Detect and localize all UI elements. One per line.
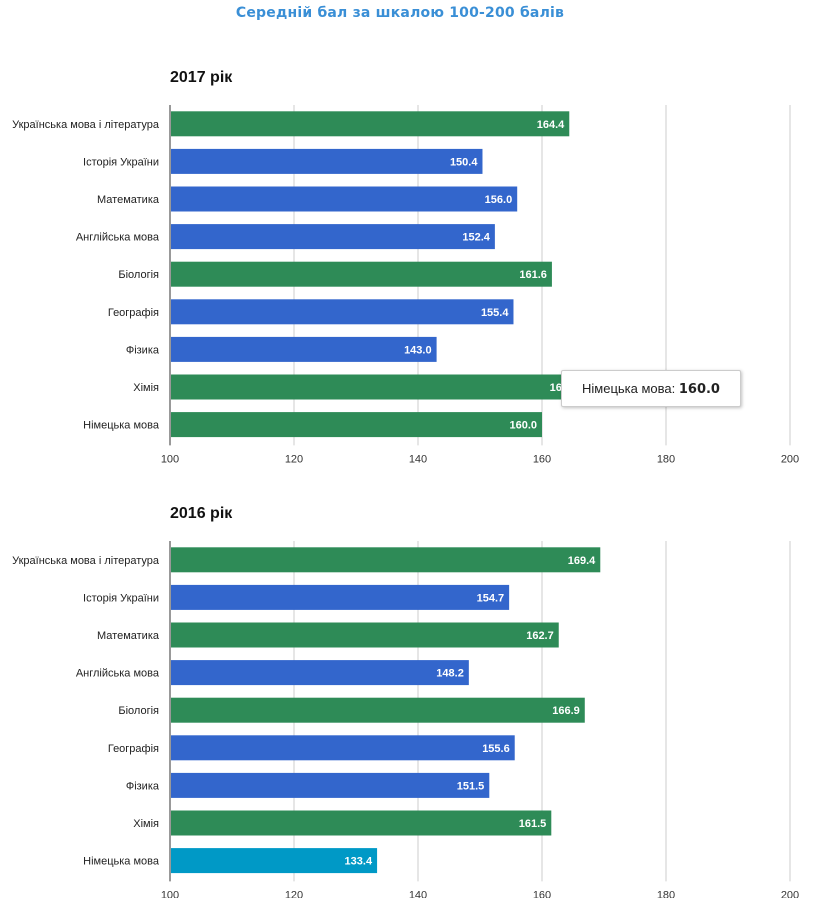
category-label: Хімія <box>133 818 159 830</box>
bar-value-label: 143.0 <box>404 344 432 356</box>
bar-value-label: 156.0 <box>485 194 513 206</box>
x-tick-label: 180 <box>657 453 675 465</box>
bar-value-label: 154.7 <box>477 592 505 604</box>
page-title: Середній бал за шкалою 100-200 балів <box>235 5 565 21</box>
bar-value-label: 152.4 <box>462 232 490 244</box>
tooltip-value: 160.0 <box>678 382 720 397</box>
bar[interactable] <box>171 148 483 174</box>
category-label: Українська мова і література <box>12 119 160 131</box>
bar-value-label: 160.0 <box>509 420 537 432</box>
bar[interactable] <box>171 660 469 686</box>
bar-value-label: 161.5 <box>519 818 547 830</box>
category-label: Історія України <box>83 592 159 604</box>
category-label: Історія України <box>83 156 159 168</box>
bar[interactable] <box>171 810 552 836</box>
x-tick-label: 140 <box>409 889 427 898</box>
bar-value-label: 151.5 <box>457 780 485 792</box>
category-label: Англійська мова <box>76 232 160 244</box>
bar[interactable] <box>171 111 570 137</box>
bar-value-label: 164.4 <box>537 119 565 131</box>
bar[interactable] <box>171 697 585 723</box>
category-label: Математика <box>97 194 160 206</box>
bar[interactable] <box>171 622 559 648</box>
x-tick-label: 140 <box>409 453 427 465</box>
x-tick-label: 120 <box>285 453 303 465</box>
bar[interactable] <box>171 735 515 761</box>
bar[interactable] <box>171 299 514 325</box>
bar-value-label: 148.2 <box>436 668 464 680</box>
bar-value-label: 166.9 <box>552 705 580 717</box>
bar[interactable] <box>171 547 601 573</box>
tooltip-label: Німецька мова: <box>582 381 679 396</box>
category-label: Німецька мова <box>83 856 160 868</box>
x-tick-label: 120 <box>285 889 303 898</box>
bar-chart-2016: 100 120 140 160 180 200 Українська мова і літе… <box>12 541 799 898</box>
bar[interactable] <box>171 186 518 212</box>
chart-title-2017: 2017 рік <box>170 69 233 86</box>
bar[interactable] <box>171 336 437 362</box>
category-label: Хімія <box>133 382 159 394</box>
category-label: Біологія <box>118 269 159 281</box>
x-tick-label: 100 <box>161 889 179 898</box>
x-tick-label: 200 <box>781 453 799 465</box>
tooltip: Німецька мова: 160.0 <box>561 370 741 407</box>
bar[interactable] <box>171 224 495 250</box>
x-tick-label: 160 <box>533 889 551 898</box>
bar-value-label: 169.4 <box>568 555 596 567</box>
category-label: Англійська мова <box>76 668 160 680</box>
bar-chart-2017: 100 120 140 160 180 200 Українська мова і літе… <box>12 105 799 465</box>
bar-value-label: 150.4 <box>450 156 478 168</box>
bar-value-label: 133.4 <box>345 856 373 868</box>
category-label: Географія <box>108 307 159 319</box>
x-tick-label: 100 <box>161 453 179 465</box>
bar[interactable] <box>171 584 510 610</box>
bar[interactable] <box>171 772 490 798</box>
category-label: Математика <box>97 630 160 642</box>
bar-value-label: 155.4 <box>481 307 509 319</box>
bar-value-label: 155.6 <box>482 743 510 755</box>
x-tick-label: 180 <box>657 889 675 898</box>
bar[interactable] <box>171 374 573 400</box>
category-label: Фізика <box>126 344 160 356</box>
x-tick-label: 160 <box>533 453 551 465</box>
bar[interactable] <box>171 412 542 438</box>
x-tick-label: 200 <box>781 889 799 898</box>
bar-value-label: 162.7 <box>526 630 554 642</box>
category-label: Українська мова і література <box>12 555 160 567</box>
category-label: Географія <box>108 743 159 755</box>
bar[interactable] <box>171 261 552 287</box>
chart-title-2016: 2016 рік <box>170 505 233 522</box>
bar-value-label: 161.6 <box>519 269 547 281</box>
category-label: Німецька мова <box>83 420 160 432</box>
category-label: Біологія <box>118 705 159 717</box>
category-label: Фізика <box>126 780 160 792</box>
bar[interactable] <box>171 848 378 874</box>
